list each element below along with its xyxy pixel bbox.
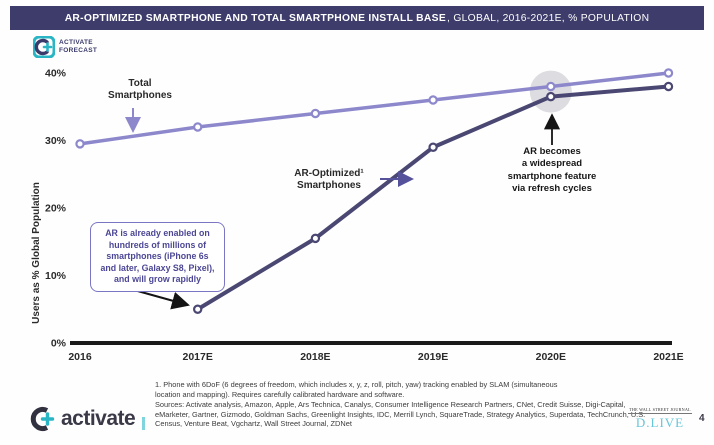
x-tick-2016: 2016 (68, 351, 92, 363)
refresh-cycles-note: AR becomes a widespread smartphone featu… (507, 146, 597, 195)
ar-optimized-label: AR-Optimized¹ Smartphones (294, 168, 364, 191)
x-tick-2018E: 2018E (300, 351, 330, 363)
forecast-badge-line2: FORECAST (59, 47, 98, 54)
forecast-badge-line1: ACTIVATE (59, 38, 93, 46)
chart-axes: Users as % Global Population 0% 10% 20% 30%… (31, 68, 684, 364)
teal-accent-bar (142, 416, 146, 430)
x-tick-2020E: 2020E (536, 351, 566, 363)
y-axis-title: Users as % Global Population (31, 182, 42, 324)
total-smartphones-label: Total Smartphones (108, 78, 172, 101)
x-tick-2021E: 2021E (653, 351, 683, 363)
activate-forecast-icon (33, 36, 55, 58)
y-tick-40: 40% (45, 68, 67, 80)
y-tick-0: 0% (51, 338, 67, 350)
annotation-arrows (125, 108, 561, 310)
wsj-dlive-logo: THE WALL STREET JOURNAL D.LIVE (628, 407, 692, 431)
page-number: 4 (699, 413, 705, 424)
header-title-bold: AR-OPTIMIZED SMARTPHONE AND TOTAL SMARTP… (64, 12, 446, 24)
chart-series (75, 68, 674, 314)
highlight-circle-2020 (529, 70, 572, 113)
x-tick-2017E: 2017E (183, 351, 213, 363)
dlive-wordmark: D.LIVE (635, 415, 685, 430)
footnotes: 1. Phone with 6DoF (6 degrees of freedom… (155, 380, 653, 429)
line-chart: Users as % Global Population 0% 10% 20% 30%… (31, 68, 684, 364)
y-tick-30: 30% (45, 135, 67, 147)
footnote-1: 1. Phone with 6DoF (6 degrees of freedom… (155, 380, 558, 399)
y-tick-10: 10% (45, 270, 67, 282)
header-title-bar: AR-OPTIMIZED SMARTPHONE AND TOTAL SMARTP… (10, 6, 704, 30)
x-tick-2019E: 2019E (418, 351, 448, 363)
ar-enabled-callout: AR is already enabled on hundreds of mil… (90, 222, 225, 293)
activate-logo-icon (30, 407, 55, 431)
y-tick-20: 20% (45, 203, 67, 215)
activate-forecast-badge: ACTIVATE FORECAST (33, 36, 97, 58)
activate-logo: activate (30, 406, 146, 432)
callout-arrow (133, 289, 190, 310)
header-title-rest: , GLOBAL, 2016-2021E, % POPULATION (447, 12, 650, 24)
sources-text: Sources: Activate analysis, Amazon, Appl… (155, 399, 646, 429)
activate-wordmark: activate (61, 407, 136, 430)
wsj-masthead: THE WALL STREET JOURNAL (628, 407, 692, 414)
